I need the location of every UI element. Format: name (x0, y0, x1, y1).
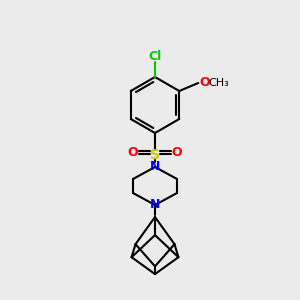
Text: S: S (150, 148, 160, 162)
Text: CH₃: CH₃ (208, 78, 229, 88)
Text: O: O (128, 146, 138, 158)
Text: N: N (150, 160, 160, 173)
Text: Cl: Cl (148, 50, 162, 63)
Text: N: N (150, 199, 160, 212)
Text: O: O (172, 146, 182, 158)
Text: O: O (199, 76, 210, 89)
